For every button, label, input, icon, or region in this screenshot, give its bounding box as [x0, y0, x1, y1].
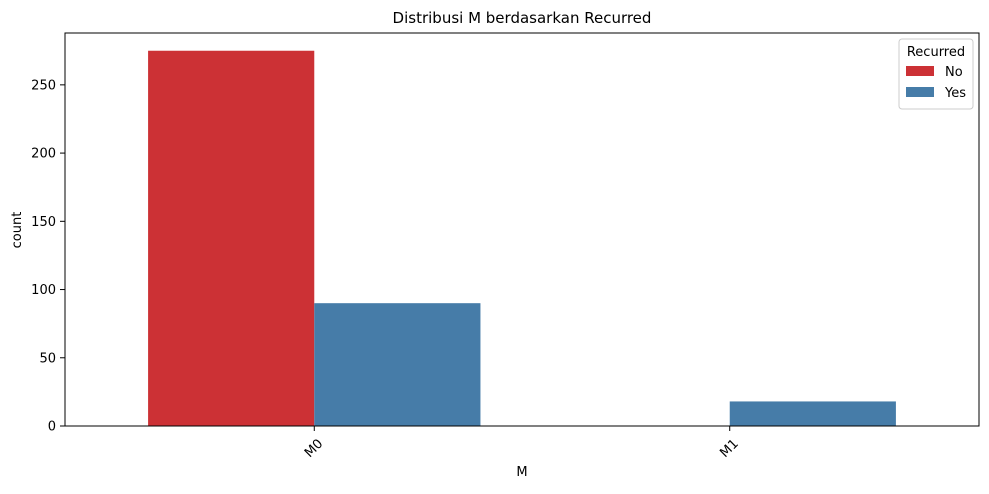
y-tick-label: 200	[31, 147, 56, 162]
y-tick-label: 250	[31, 78, 56, 93]
legend-swatch-yes	[906, 87, 934, 97]
bars-group	[148, 50, 896, 427]
plot-frame	[64, 32, 980, 427]
y-tick-label: 150	[31, 215, 56, 230]
y-tick-label: 0	[48, 420, 56, 435]
chart-title: Distribusi M berdasarkan Recurred	[393, 9, 652, 27]
y-axis-ticks: 0 50 100 150 200 250	[31, 78, 65, 435]
y-tick-label: 100	[31, 283, 56, 298]
y-tick-label: 50	[39, 351, 56, 366]
legend-label-yes: Yes	[944, 86, 966, 101]
bar-m0-yes	[314, 303, 481, 426]
legend-title: Recurred	[907, 45, 965, 60]
bar-m1-yes	[729, 401, 896, 426]
bar-m0-no	[148, 50, 315, 427]
y-axis-label: count	[10, 212, 25, 249]
x-axis-label: M	[516, 465, 527, 480]
legend-swatch-no	[906, 66, 934, 76]
legend-label-no: No	[945, 65, 963, 80]
legend: Recurred No Yes	[898, 38, 974, 110]
